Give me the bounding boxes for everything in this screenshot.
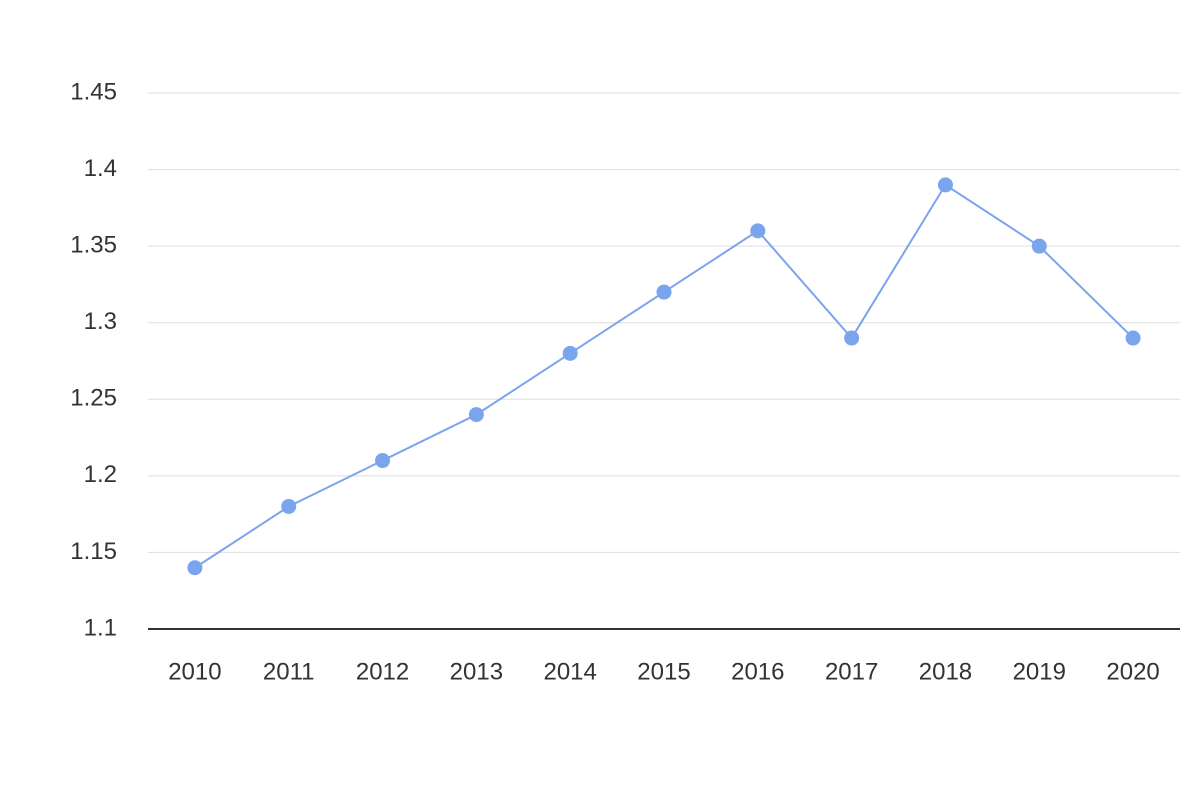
- x-tick-label: 2019: [1013, 658, 1066, 685]
- x-tick-label: 2017: [825, 658, 878, 685]
- y-tick-label: 1.35: [70, 231, 117, 258]
- y-tick-label: 1.2: [84, 461, 117, 488]
- y-tick-label: 1.45: [70, 78, 117, 105]
- x-tick-label: 2018: [919, 658, 972, 685]
- point: [468, 407, 484, 423]
- point: [1125, 330, 1141, 346]
- y-tick-label: 1.1: [84, 614, 117, 641]
- y-tick-label: 1.3: [84, 308, 117, 335]
- x-tick-label: 2015: [637, 658, 690, 685]
- y-tick-label: 1.15: [70, 538, 117, 565]
- point: [375, 453, 391, 469]
- x-tick-label: 2014: [543, 658, 596, 685]
- point: [844, 330, 860, 346]
- line: [194, 183, 1134, 569]
- point: [187, 560, 203, 576]
- x-tick-label: 2013: [450, 658, 503, 685]
- point: [1031, 238, 1047, 254]
- point: [750, 223, 766, 239]
- point: [656, 284, 672, 300]
- y-tick-label: 1.25: [70, 385, 117, 412]
- y-tick-label: 1.4: [84, 155, 117, 182]
- x-tick-label: 2011: [263, 658, 315, 685]
- x-tick-label: 2020: [1106, 658, 1159, 685]
- point: [562, 345, 578, 361]
- x-tick-label: 2010: [168, 658, 221, 685]
- point: [281, 498, 297, 514]
- point: [937, 177, 953, 193]
- x-tick-label: 2016: [731, 658, 784, 685]
- x-tick-label: 2012: [356, 658, 409, 685]
